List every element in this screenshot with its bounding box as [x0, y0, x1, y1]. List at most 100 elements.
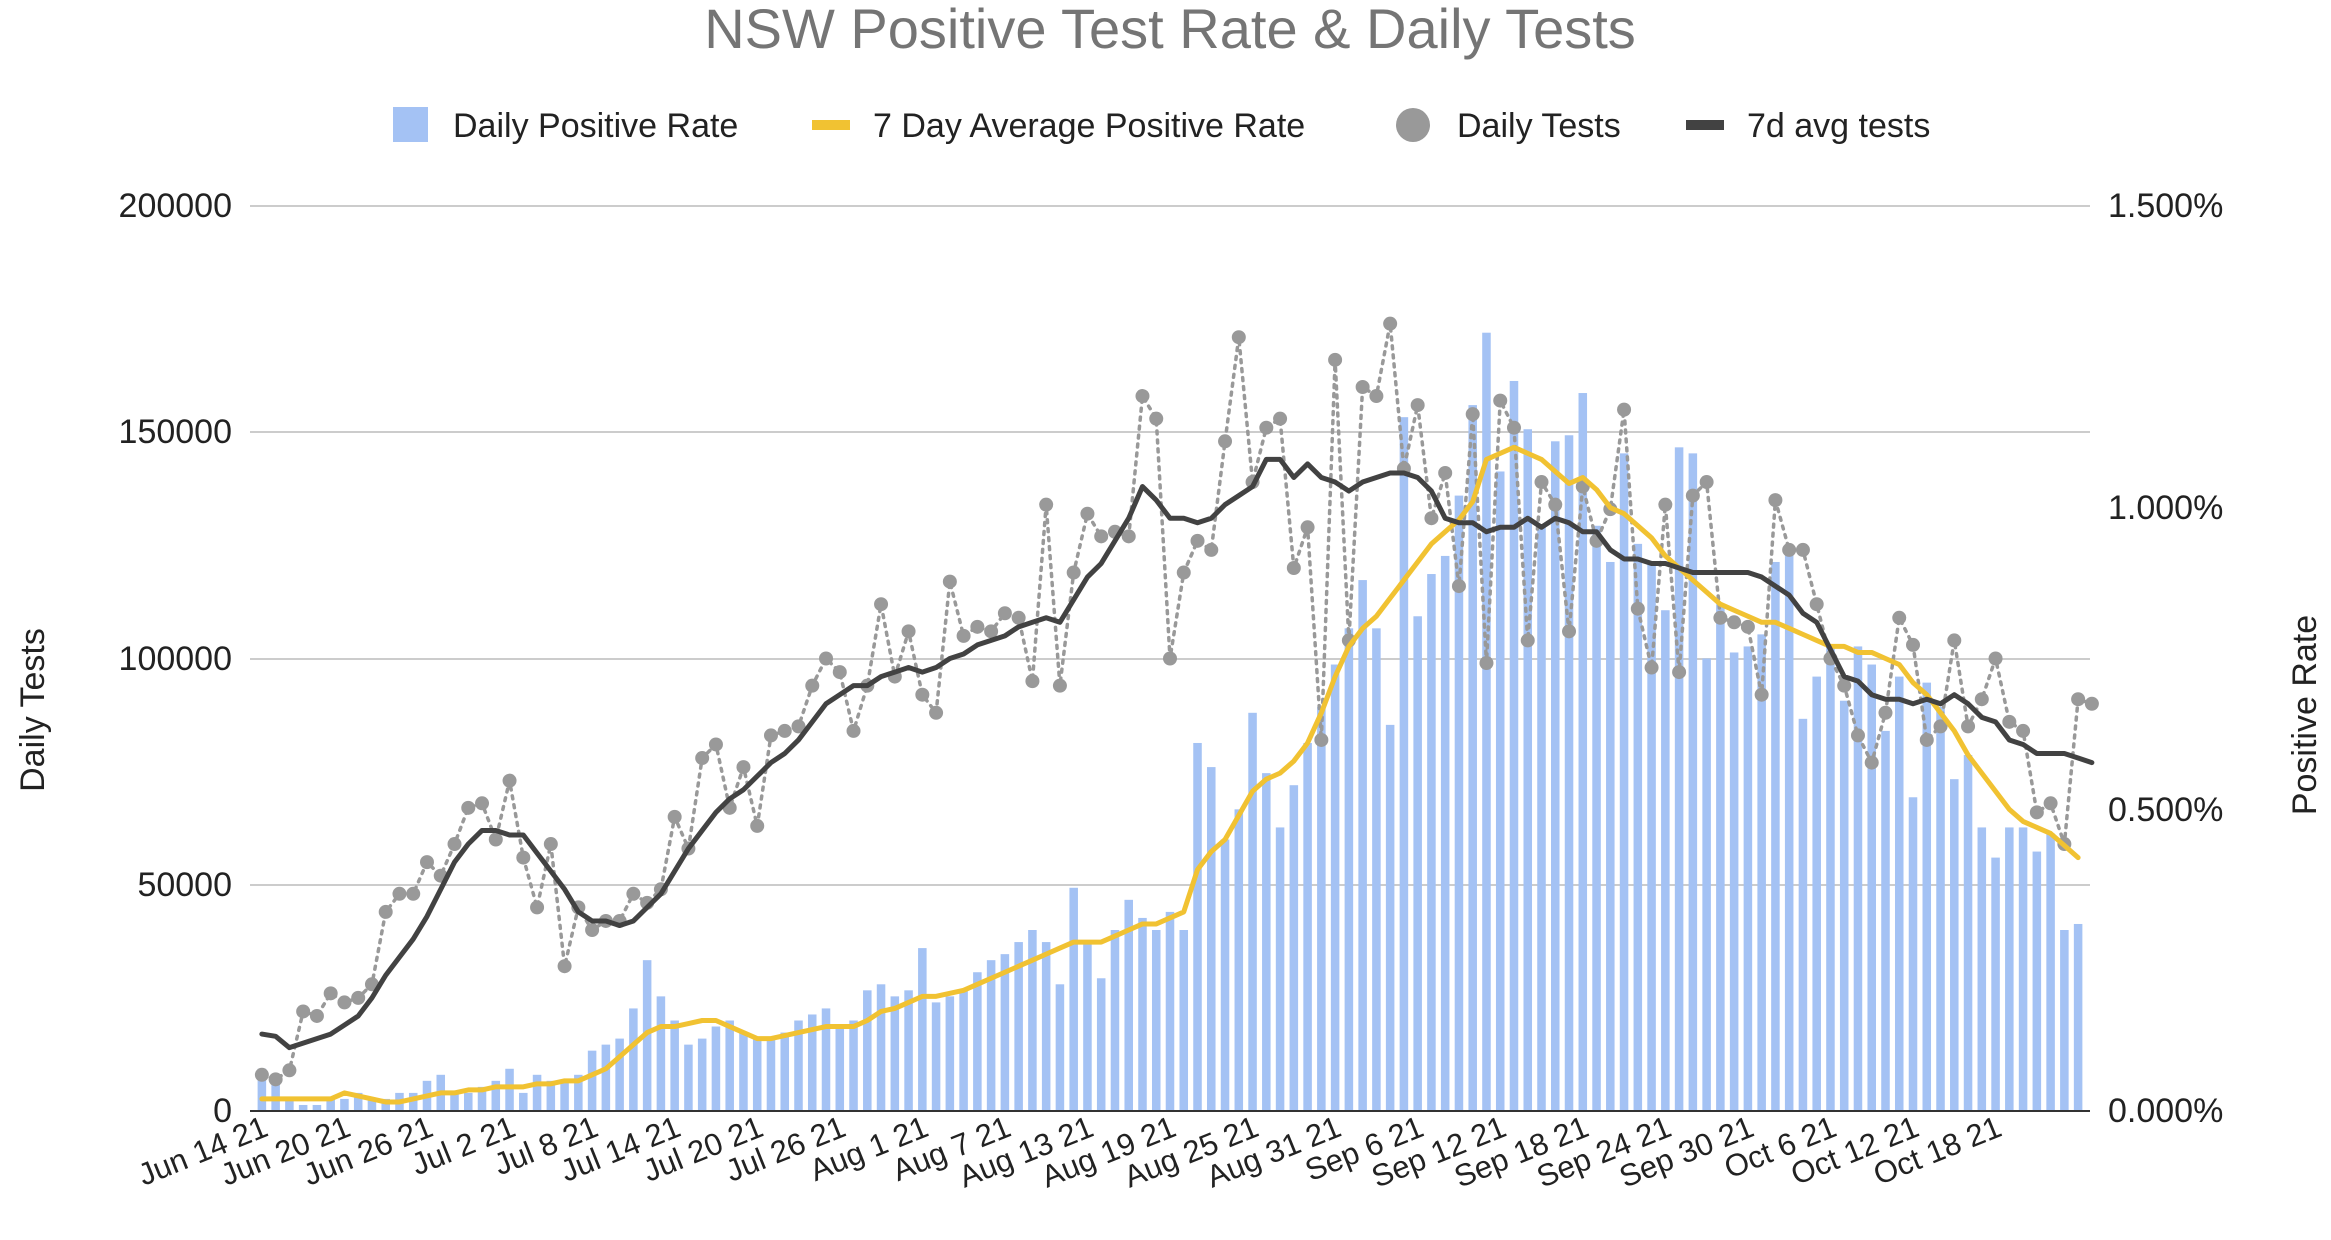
point-daily-tests-90	[1493, 393, 1508, 408]
point-daily-tests-19	[516, 850, 531, 865]
bar-daily-positive-rate-66	[1165, 911, 1175, 1111]
point-daily-tests-107	[1727, 615, 1742, 630]
point-daily-tests-88	[1465, 407, 1480, 422]
legend-label-daily-positive-rate: Daily Positive Rate	[453, 107, 738, 145]
bar-daily-positive-rate-43	[849, 1020, 858, 1111]
bar-daily-positive-rate-84	[1413, 616, 1422, 1111]
bar-daily-positive-rate-6	[340, 1098, 349, 1111]
point-daily-tests-35	[736, 760, 751, 775]
bar-daily-positive-rate-50	[945, 996, 955, 1111]
bar-daily-positive-rate-131	[2060, 930, 2069, 1111]
point-daily-tests-1	[268, 1072, 283, 1087]
point-daily-tests-59	[1066, 565, 1081, 580]
bar-daily-positive-rate-112	[1798, 718, 1808, 1111]
point-daily-tests-41	[819, 651, 834, 666]
point-daily-tests-36	[750, 818, 765, 833]
line-daily-tests	[260, 323, 2094, 1082]
bar-daily-positive-rate-39	[794, 1020, 803, 1111]
bar-daily-positive-rate-128	[2018, 827, 2028, 1111]
left-axis-title: Daily Tests	[14, 628, 52, 792]
bar-daily-positive-rate-59	[1069, 887, 1078, 1111]
point-daily-tests-15	[461, 800, 476, 815]
bar-daily-positive-rate-2	[285, 1098, 294, 1111]
bar-daily-positive-rate-115	[1839, 700, 1849, 1111]
bar-daily-positive-rate-11	[408, 1092, 418, 1111]
point-daily-tests-39	[791, 719, 806, 734]
point-daily-tests-86	[1438, 465, 1453, 480]
bar-daily-positive-rate-53	[986, 960, 996, 1111]
bar-daily-positive-rate-27	[629, 1008, 638, 1111]
point-daily-tests-60	[1080, 506, 1095, 521]
point-daily-tests-81	[1369, 389, 1384, 404]
avg-positive-rate-series	[259, 444, 2081, 1105]
point-daily-tests-7	[351, 990, 366, 1005]
point-daily-tests-11	[406, 886, 421, 901]
bar-daily-positive-rate-107	[1729, 652, 1739, 1111]
point-daily-tests-33	[708, 737, 723, 752]
point-daily-tests-56	[1025, 674, 1040, 689]
point-daily-tests-119	[1892, 610, 1907, 625]
bar-daily-positive-rate-9	[381, 1098, 390, 1111]
bar-daily-positive-rate-61	[1096, 978, 1106, 1111]
chart-title: NSW Positive Test Rate & Daily Tests	[704, 0, 1636, 60]
point-daily-tests-17	[488, 832, 503, 847]
point-daily-tests-43	[846, 723, 861, 738]
point-daily-tests-74	[1273, 411, 1288, 426]
legend-swatch-daily-positive-rate	[393, 107, 428, 142]
point-daily-tests-71	[1231, 330, 1246, 345]
bar-daily-positive-rate-40	[807, 1014, 817, 1111]
point-daily-tests-4	[309, 1008, 324, 1023]
bar-daily-positive-rate-23	[574, 1074, 583, 1111]
point-daily-tests-130	[2043, 796, 2058, 811]
bar-daily-positive-rate-109	[1757, 634, 1766, 1111]
point-daily-tests-82	[1383, 316, 1398, 331]
point-daily-tests-18	[502, 773, 517, 788]
point-daily-tests-22	[557, 959, 572, 974]
point-daily-tests-50	[942, 574, 957, 589]
point-daily-tests-65	[1149, 411, 1164, 426]
bar-daily-positive-rate-65	[1151, 930, 1161, 1111]
point-daily-tests-126	[1988, 651, 2003, 666]
bar-daily-positive-rate-93	[1537, 525, 1546, 1111]
bar-daily-positive-rate-95	[1564, 435, 1574, 1111]
bar-daily-positive-rate-105	[1702, 658, 1711, 1111]
point-daily-tests-12	[419, 855, 434, 870]
bar-daily-positive-rate-4	[312, 1104, 322, 1111]
bar-daily-positive-rate-58	[1055, 984, 1065, 1111]
legend: Daily Positive Rate 7 Day Average Positi…	[393, 107, 1930, 145]
point-daily-tests-69	[1204, 542, 1219, 557]
point-daily-tests-14	[447, 837, 462, 852]
bar-daily-positive-rate-64	[1138, 917, 1147, 1111]
point-daily-tests-24	[585, 923, 600, 937]
bar-daily-positive-rate-63	[1124, 899, 1133, 1111]
bar-daily-positive-rate-24	[587, 1050, 597, 1111]
bar-daily-positive-rate-1	[271, 1080, 280, 1111]
point-daily-tests-109	[1754, 687, 1769, 702]
point-daily-tests-21	[543, 837, 558, 852]
bar-daily-positive-rate-69	[1207, 767, 1216, 1111]
bar-daily-positive-rate-80	[1358, 580, 1367, 1111]
point-daily-tests-10	[392, 886, 407, 901]
left-tick-100000: 100000	[119, 640, 232, 678]
bar-daily-positive-rate-127	[2005, 827, 2014, 1111]
point-daily-tests-99	[1617, 402, 1632, 417]
bar-daily-positive-rate-54	[1000, 954, 1010, 1111]
point-daily-tests-32	[695, 751, 710, 766]
bar-daily-positive-rate-123	[1950, 779, 1959, 1111]
point-daily-tests-63	[1121, 529, 1136, 544]
bar-daily-positive-rate-85	[1427, 574, 1436, 1111]
bar-daily-positive-rate-52	[973, 972, 982, 1111]
point-daily-tests-5	[323, 986, 338, 1001]
bar-daily-positive-rate-34	[725, 1020, 734, 1111]
legend-label-daily-tests: Daily Tests	[1457, 107, 1621, 145]
bar-daily-positive-rate-68	[1193, 742, 1202, 1111]
bar-daily-positive-rate-103	[1674, 447, 1684, 1112]
point-daily-tests-94	[1548, 497, 1563, 512]
point-daily-tests-47	[901, 624, 916, 639]
line-7d-avg-tests	[259, 456, 2095, 1051]
point-daily-tests-113	[1809, 597, 1824, 612]
point-daily-tests-45	[874, 597, 889, 612]
point-daily-tests-48	[915, 687, 930, 702]
